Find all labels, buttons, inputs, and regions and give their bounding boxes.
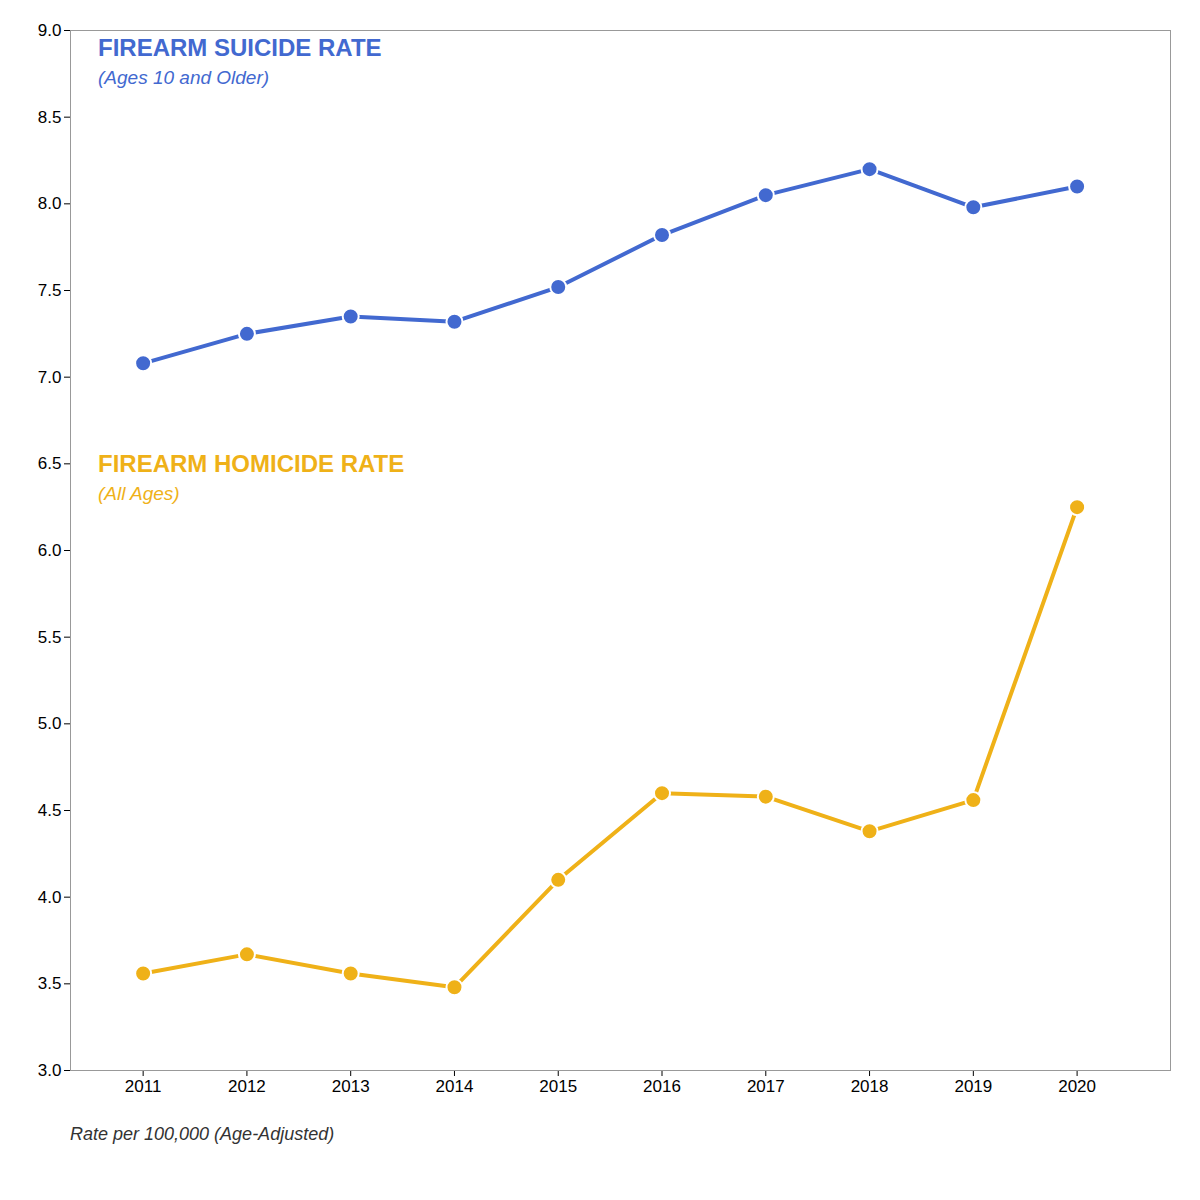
svg-text:7.0: 7.0 bbox=[38, 368, 62, 387]
svg-text:2020: 2020 bbox=[1058, 1077, 1096, 1096]
svg-text:5.0: 5.0 bbox=[38, 714, 62, 733]
svg-text:8.5: 8.5 bbox=[38, 108, 62, 127]
svg-text:6.0: 6.0 bbox=[38, 541, 62, 560]
svg-text:3.5: 3.5 bbox=[38, 974, 62, 993]
svg-text:2016: 2016 bbox=[643, 1077, 681, 1096]
svg-text:8.0: 8.0 bbox=[38, 194, 62, 213]
svg-text:4.5: 4.5 bbox=[38, 801, 62, 820]
svg-text:5.5: 5.5 bbox=[38, 628, 62, 647]
svg-text:2019: 2019 bbox=[954, 1077, 992, 1096]
svg-text:2013: 2013 bbox=[332, 1077, 370, 1096]
svg-text:9.0: 9.0 bbox=[38, 21, 62, 40]
svg-text:6.5: 6.5 bbox=[38, 454, 62, 473]
svg-text:2011: 2011 bbox=[125, 1077, 162, 1096]
svg-text:(Ages 10 and Older): (Ages 10 and Older) bbox=[98, 67, 269, 88]
svg-text:2017: 2017 bbox=[747, 1077, 785, 1096]
svg-text:FIREARM SUICIDE RATE: FIREARM SUICIDE RATE bbox=[98, 34, 382, 61]
svg-text:2014: 2014 bbox=[436, 1077, 474, 1096]
svg-text:2015: 2015 bbox=[539, 1077, 577, 1096]
svg-text:2018: 2018 bbox=[851, 1077, 889, 1096]
svg-text:2012: 2012 bbox=[228, 1077, 266, 1096]
html-text:Rate per 100,000 (Age-Adjusted: Rate per 100,000 (Age-Adjusted) bbox=[70, 1124, 335, 1144]
svg-text:(All Ages): (All Ages) bbox=[98, 483, 180, 504]
svg-text:3.0: 3.0 bbox=[38, 1061, 62, 1080]
svg-text:7.5: 7.5 bbox=[38, 281, 62, 300]
svg-text:4.0: 4.0 bbox=[38, 888, 62, 907]
svg-text:FIREARM HOMICIDE RATE: FIREARM HOMICIDE RATE bbox=[98, 450, 404, 477]
